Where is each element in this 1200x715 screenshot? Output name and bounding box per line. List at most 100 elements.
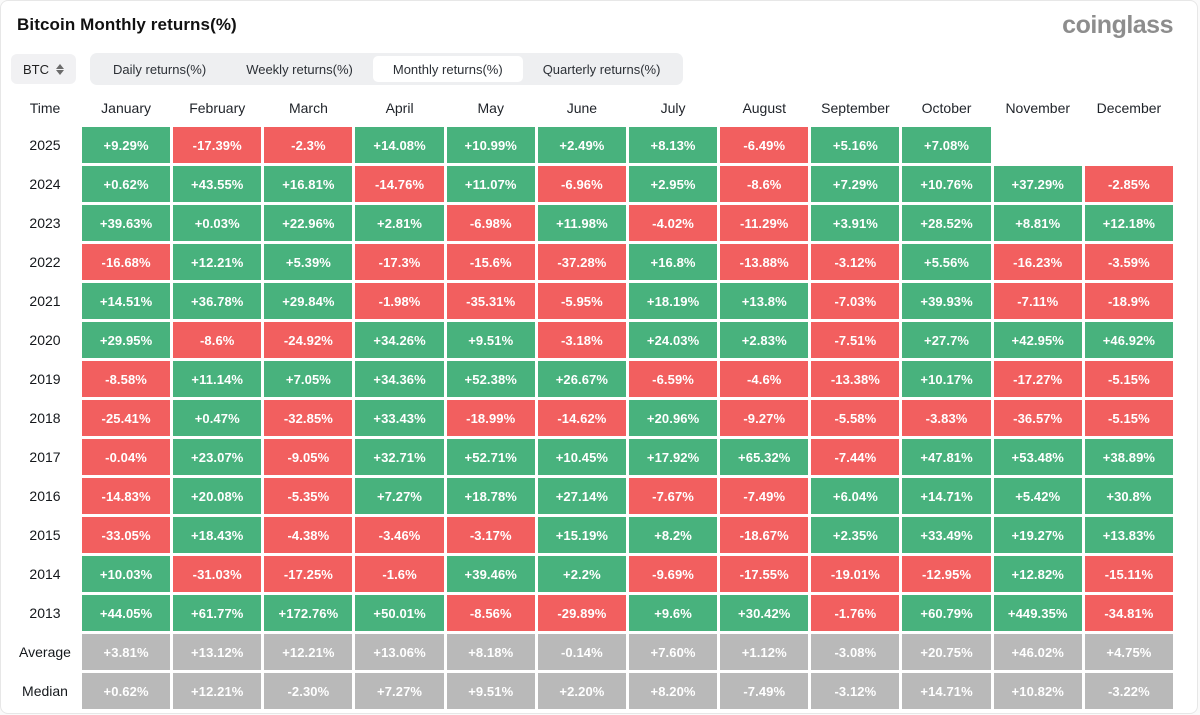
return-cell: +23.07%: [173, 439, 262, 475]
return-cell: +10.99%: [446, 127, 535, 163]
return-cell: +8.20%: [628, 673, 718, 709]
return-cell: -0.14%: [537, 634, 626, 670]
controls-bar: BTC Daily returns(%) Weekly returns(%) Mon…: [11, 53, 1173, 85]
return-cell: -0.04%: [82, 439, 171, 475]
return-cell: -3.83%: [902, 400, 991, 436]
return-cell: -7.44%: [811, 439, 900, 475]
return-cell: -9.69%: [628, 556, 718, 592]
column-header-september: September: [821, 100, 890, 116]
return-cell: +61.77%: [173, 595, 262, 631]
row-label-2025: 2025: [29, 137, 61, 153]
return-cell: +7.27%: [355, 673, 444, 709]
return-cell: +46.92%: [1084, 322, 1173, 358]
return-cell: +52.71%: [446, 439, 535, 475]
row-label-2021: 2021: [29, 293, 61, 309]
return-cell: +14.51%: [82, 283, 171, 319]
return-cell: +12.82%: [993, 556, 1082, 592]
return-cell: +7.05%: [264, 361, 353, 397]
return-cell: +7.27%: [355, 478, 444, 514]
row-label-2014: 2014: [29, 566, 61, 582]
tab-daily-returns[interactable]: Daily returns(%): [93, 56, 226, 82]
column-header-time: Time: [29, 100, 61, 116]
return-cell: +7.08%: [902, 127, 991, 163]
return-cell: -19.01%: [811, 556, 900, 592]
return-cell: -29.89%: [537, 595, 626, 631]
return-cell: +12.21%: [173, 673, 262, 709]
return-cell: -13.88%: [720, 244, 809, 280]
tab-monthly-returns[interactable]: Monthly returns(%): [372, 56, 523, 82]
return-cell: +5.42%: [993, 478, 1082, 514]
column-header-may: May: [477, 100, 504, 116]
return-cell: +8.81%: [993, 205, 1082, 241]
return-cell: +10.03%: [82, 556, 171, 592]
return-cell: +32.71%: [355, 439, 444, 475]
tab-weekly-returns[interactable]: Weekly returns(%): [226, 56, 373, 82]
return-cell: -8.58%: [82, 361, 171, 397]
return-cell: +2.49%: [537, 127, 626, 163]
return-cell: -8.6%: [173, 322, 262, 358]
row-label-2013: 2013: [29, 605, 61, 621]
return-cell: +2.20%: [537, 673, 626, 709]
return-cell: +52.38%: [446, 361, 535, 397]
return-cell: +18.78%: [446, 478, 535, 514]
return-cell: +9.29%: [82, 127, 171, 163]
return-cell: +13.06%: [355, 634, 444, 670]
row-label-2024: 2024: [29, 176, 61, 192]
coin-selector[interactable]: BTC: [11, 54, 76, 84]
return-cell: +18.43%: [173, 517, 262, 553]
return-cell: +42.95%: [993, 322, 1082, 358]
return-cell: +60.79%: [902, 595, 991, 631]
return-cell: -1.98%: [355, 283, 444, 319]
return-cell: +34.36%: [355, 361, 444, 397]
return-cell: +10.17%: [902, 361, 991, 397]
return-cell: -17.27%: [993, 361, 1082, 397]
return-cell: -34.81%: [1084, 595, 1173, 631]
return-cell: -17.39%: [173, 127, 262, 163]
return-cell: +7.29%: [811, 166, 900, 202]
return-cell: +13.83%: [1084, 517, 1173, 553]
return-cell: +26.67%: [537, 361, 626, 397]
return-cell: +36.78%: [173, 283, 262, 319]
return-cell: +0.03%: [173, 205, 262, 241]
return-cell: +12.21%: [264, 634, 353, 670]
return-cell: +20.75%: [902, 634, 991, 670]
return-cell: +12.21%: [173, 244, 262, 280]
tab-quarterly-returns[interactable]: Quarterly returns(%): [523, 56, 681, 82]
return-cell: -15.11%: [1084, 556, 1173, 592]
return-cell: -7.51%: [811, 322, 900, 358]
return-cell: +10.82%: [993, 673, 1082, 709]
column-header-january: January: [101, 100, 151, 116]
return-cell: -7.67%: [628, 478, 718, 514]
return-cell: +17.92%: [628, 439, 718, 475]
return-cell: -6.98%: [446, 205, 535, 241]
return-cell: -3.46%: [355, 517, 444, 553]
return-cell: +34.26%: [355, 322, 444, 358]
return-cell: +14.71%: [902, 478, 991, 514]
return-cell: -35.31%: [446, 283, 535, 319]
return-cell: +15.19%: [537, 517, 626, 553]
return-cell: +47.81%: [902, 439, 991, 475]
return-cell: +24.03%: [628, 322, 718, 358]
return-cell: -1.6%: [355, 556, 444, 592]
return-cell: +5.39%: [264, 244, 353, 280]
return-cell: -32.85%: [264, 400, 353, 436]
return-cell: -3.12%: [811, 244, 900, 280]
return-cell: +46.02%: [993, 634, 1082, 670]
return-cell: -31.03%: [173, 556, 262, 592]
coin-selector-label: BTC: [23, 61, 49, 77]
return-cell: -17.55%: [720, 556, 809, 592]
column-header-march: March: [288, 100, 328, 116]
return-cell: +19.27%: [993, 517, 1082, 553]
return-cell: -36.57%: [993, 400, 1082, 436]
return-cell: +9.51%: [446, 322, 535, 358]
return-cell: +172.76%: [264, 595, 353, 631]
row-label-2018: 2018: [29, 410, 61, 426]
row-label-median: Median: [22, 683, 68, 699]
return-cell: +33.49%: [902, 517, 991, 553]
return-cell: +11.98%: [537, 205, 626, 241]
return-cell: +27.14%: [537, 478, 626, 514]
row-label-2017: 2017: [29, 449, 61, 465]
return-cell: -4.02%: [628, 205, 718, 241]
return-cell: +28.52%: [902, 205, 991, 241]
return-cell: -7.49%: [720, 673, 809, 709]
